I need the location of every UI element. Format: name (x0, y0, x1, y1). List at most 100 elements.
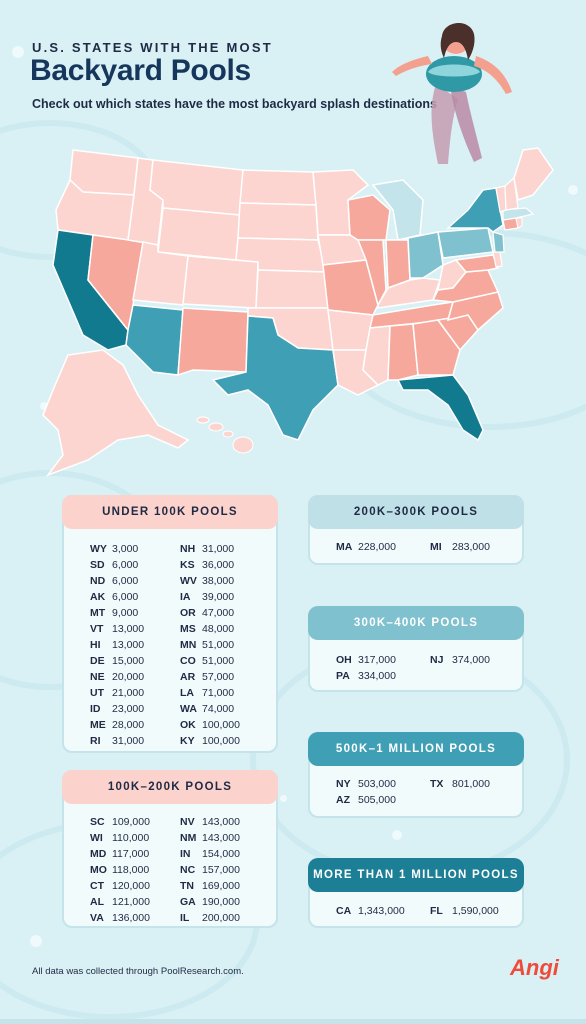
state-sd (237, 202, 319, 241)
column-left: CA 1,343,000 (336, 903, 420, 919)
state-wa (69, 149, 139, 196)
pool-count: 505,000 (358, 794, 396, 806)
pool-count: 28,000 (112, 719, 145, 731)
card-title: MORE THAN 1 MILLION POOLS (308, 858, 524, 892)
state-row-sc: SC 109,000 (90, 814, 174, 830)
eyebrow-heading: U.S. STATES WITH THE MOST (32, 40, 273, 55)
pool-count: 31,000 (202, 543, 235, 555)
state-code: IL (180, 912, 190, 924)
state-code: KY (180, 735, 195, 747)
state-row-mo: MO 118,000 (90, 862, 174, 878)
bubble (40, 402, 48, 410)
state-wi (347, 194, 391, 241)
bubble (30, 935, 42, 947)
pool-count: 109,000 (112, 816, 150, 828)
column-right: MI 283,000 (430, 539, 514, 555)
pool-count: 143,000 (202, 832, 240, 844)
state-code: UT (90, 687, 104, 699)
state-row-va: VA 136,000 (90, 910, 174, 926)
state-code: TN (180, 880, 194, 892)
state-code: NC (180, 864, 196, 876)
state-row-ok: OK 100,000 (180, 717, 264, 733)
state-row-nc: NC 157,000 (180, 862, 264, 878)
state-code: VT (90, 623, 104, 635)
state-code: TX (430, 778, 444, 790)
state-row-ga: GA 190,000 (180, 894, 264, 910)
state-row-al: AL 121,000 (90, 894, 174, 910)
state-code: WV (180, 575, 197, 587)
bubble (12, 46, 24, 58)
state-row-wv: WV 38,000 (180, 573, 264, 589)
state-code: MI (430, 541, 442, 553)
card-over-1m: MORE THAN 1 MILLION POOLS CA 1,343,000 FL… (308, 858, 524, 928)
pool-count: 334,000 (358, 670, 396, 682)
pool-count: 6,000 (112, 591, 139, 603)
state-code: SD (90, 559, 105, 571)
pool-count: 118,000 (112, 864, 150, 876)
state-code: IA (180, 591, 191, 603)
pool-count: 200,000 (202, 912, 240, 924)
state-md (454, 254, 500, 273)
pool-count: 21,000 (112, 687, 145, 699)
pool-count: 36,000 (202, 559, 235, 571)
state-tx (211, 315, 339, 441)
pool-count: 13,000 (112, 639, 145, 651)
state-row-mi: MI 283,000 (430, 539, 514, 555)
state-ga (412, 319, 461, 376)
pool-count: 1,590,000 (452, 905, 499, 917)
state-row-wy: WY 3,000 (90, 541, 174, 557)
state-row-ma: MA 228,000 (336, 539, 420, 555)
state-row-mn: MN 51,000 (180, 637, 264, 653)
state-code: NE (90, 671, 105, 683)
state-row-pa: PA 334,000 (336, 668, 420, 684)
state-code: NJ (430, 654, 444, 666)
state-row-ak: AK 6,000 (90, 589, 174, 605)
pool-count: 157,000 (202, 864, 240, 876)
state-row-nd: ND 6,000 (90, 573, 174, 589)
state-row-or: OR 47,000 (180, 605, 264, 621)
state-row-ia: IA 39,000 (180, 589, 264, 605)
state-row-ar: AR 57,000 (180, 669, 264, 685)
state-row-me: ME 28,000 (90, 717, 174, 733)
state-code: WA (180, 703, 197, 715)
state-code: CA (336, 905, 352, 917)
pool-count: 374,000 (452, 654, 490, 666)
state-pa (437, 227, 494, 259)
pool-count: 23,000 (112, 703, 145, 715)
state-mo (322, 259, 379, 316)
state-row-ne: NE 20,000 (90, 669, 174, 685)
pool-count: 136,000 (112, 912, 150, 924)
state-code: MA (336, 541, 353, 553)
state-code: CT (90, 880, 104, 892)
state-code: ID (90, 703, 101, 715)
pool-count: 100,000 (202, 719, 240, 731)
state-row-nj: NJ 374,000 (430, 652, 514, 668)
state-code: MS (180, 623, 196, 635)
card-title: 200K–300K POOLS (308, 495, 524, 529)
state-row-md: MD 117,000 (90, 846, 174, 862)
card-200k-300k: 200K–300K POOLS MA 228,000 MI 283,000 (308, 495, 524, 565)
pool-count: 143,000 (202, 816, 240, 828)
state-code: OR (180, 607, 196, 619)
state-code: MT (90, 607, 106, 619)
state-row-ky: KY 100,000 (180, 733, 264, 749)
state-ny (446, 187, 504, 233)
state-code: NY (336, 778, 351, 790)
state-me (513, 147, 554, 201)
card-title: 100K–200K POOLS (62, 770, 278, 804)
state-code: VA (90, 912, 104, 924)
pool-count: 110,000 (112, 832, 150, 844)
state-code: NV (180, 816, 195, 828)
pool-count: 1,343,000 (358, 905, 405, 917)
pool-count: 117,000 (112, 848, 150, 860)
state-ak (42, 349, 190, 477)
pool-count: 31,000 (112, 735, 145, 747)
state-code: SC (90, 816, 105, 828)
column-right: NH 31,000 KS 36,000 WV 38,000 IA 39,000 OR 47,000… (180, 541, 264, 749)
card-title: UNDER 100K POOLS (62, 495, 278, 529)
state-row-il: IL 200,000 (180, 910, 264, 926)
state-code: PA (336, 670, 350, 682)
pool-count: 51,000 (202, 639, 235, 651)
state-row-ut: UT 21,000 (90, 685, 174, 701)
